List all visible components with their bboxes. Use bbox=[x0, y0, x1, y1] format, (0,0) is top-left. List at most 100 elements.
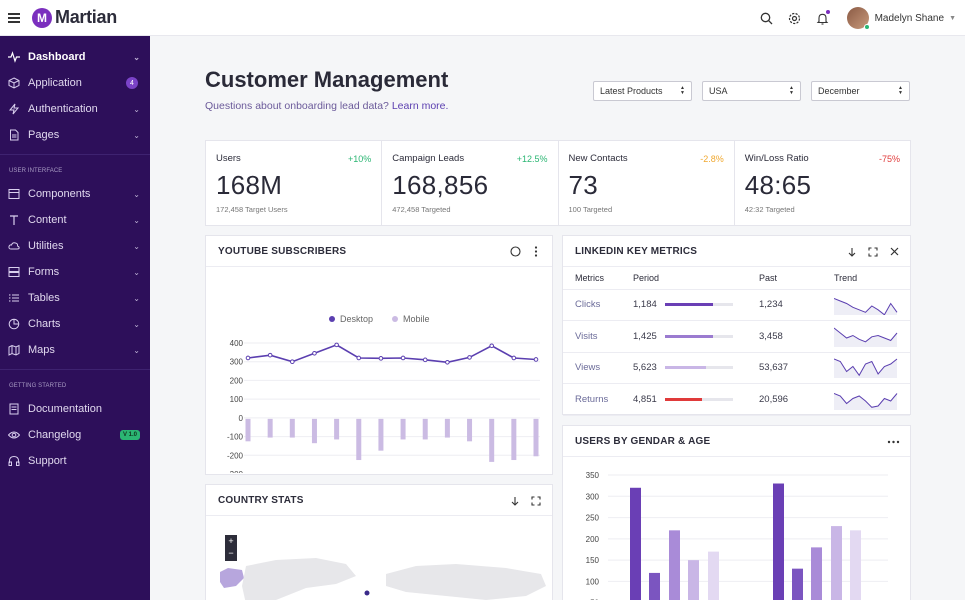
desktop-point bbox=[422, 357, 428, 363]
sidebar-item-label: Authentication bbox=[28, 103, 98, 115]
metric-trend bbox=[833, 383, 910, 416]
list-icon bbox=[8, 292, 20, 304]
expand-icon[interactable] bbox=[867, 246, 879, 258]
metrics-table: Metrics Period Past Trend Clicks 1,184 1,2… bbox=[563, 267, 910, 416]
stat-change: -2.8% bbox=[700, 154, 724, 164]
sparkline-line bbox=[833, 298, 898, 316]
sidebar-item-utilities[interactable]: Utilities ⌄ bbox=[0, 233, 150, 259]
column-header: Trend bbox=[834, 267, 910, 290]
table-row[interactable]: Visits 1,425 3,458 bbox=[563, 320, 910, 353]
bar bbox=[649, 572, 660, 600]
stat-label: New Contacts bbox=[568, 153, 628, 164]
metric-name: Views bbox=[563, 352, 633, 384]
document-icon bbox=[8, 403, 20, 415]
card-title: COUNTRY STATS bbox=[218, 494, 304, 506]
sidebar-item-label: Utilities bbox=[28, 240, 64, 252]
bell-icon[interactable] bbox=[809, 0, 837, 36]
mobile-bar bbox=[311, 418, 317, 444]
progress-track bbox=[665, 303, 733, 307]
more-vertical-icon[interactable] bbox=[530, 246, 542, 258]
sidebar-item-authentication[interactable]: Authentication ⌄ bbox=[0, 96, 150, 122]
stat-target: 42:32 Targeted bbox=[744, 205, 795, 214]
menu-icon[interactable] bbox=[8, 12, 20, 23]
sidebar-item-dashboard[interactable]: Dashboard ⌄ bbox=[0, 44, 150, 70]
progress-fill bbox=[665, 397, 703, 401]
app-name: Martian bbox=[55, 7, 117, 27]
metric-past: 20,596 bbox=[759, 383, 834, 416]
expand-icon[interactable] bbox=[530, 495, 542, 507]
table-row[interactable]: Views 5,623 53,637 bbox=[563, 352, 910, 384]
world-map bbox=[220, 558, 546, 600]
progress-track bbox=[665, 366, 733, 370]
desktop-point bbox=[290, 359, 295, 365]
chevron-down-icon: ⌄ bbox=[133, 189, 140, 199]
mobile-bar bbox=[400, 418, 406, 440]
avatar[interactable] bbox=[846, 7, 870, 30]
youtube-subscribers-card: YOUTUBE SUBSCRIBERS Desktop Mobile 400 30… bbox=[205, 235, 553, 488]
sidebar-item-label: Maps bbox=[28, 344, 55, 356]
headphones-icon bbox=[8, 455, 20, 467]
card-header: COUNTRY STATS bbox=[206, 485, 552, 516]
table-row[interactable]: Clicks 1,184 1,234 bbox=[563, 289, 910, 321]
notification-dot bbox=[825, 10, 830, 14]
bar bbox=[792, 568, 803, 600]
sidebar-item-maps[interactable]: Maps ⌄ bbox=[0, 337, 150, 363]
chevron-down-icon[interactable]: ▼ bbox=[949, 14, 956, 22]
learn-more-link[interactable]: Learn more. bbox=[391, 100, 449, 112]
y-tick-label: 100 bbox=[586, 577, 600, 586]
trend-sparkline bbox=[833, 392, 898, 410]
circle-icon[interactable] bbox=[509, 246, 521, 258]
user-name[interactable]: Madelyn Shane bbox=[874, 12, 945, 24]
sidebar-item-changelog[interactable]: Changelog V 1.0 bbox=[0, 422, 150, 448]
search-icon[interactable] bbox=[753, 0, 781, 36]
sidebar-item-pages[interactable]: Pages ⌄ bbox=[0, 122, 150, 148]
sidebar-item-components[interactable]: Components ⌄ bbox=[0, 181, 150, 207]
metric-past: 53,637 bbox=[759, 352, 834, 384]
y-tick-label: 250 bbox=[586, 514, 600, 523]
chevron-down-icon: ⌄ bbox=[133, 215, 140, 225]
arrow-down-icon[interactable] bbox=[509, 495, 521, 507]
sidebar-item-content[interactable]: Content ⌄ bbox=[0, 207, 150, 233]
sidebar-item-label: Content bbox=[28, 214, 67, 226]
sidebar-item-tables[interactable]: Tables ⌄ bbox=[0, 285, 150, 311]
section-heading: GETTING STARTED bbox=[9, 383, 67, 389]
metric-past: 1,234 bbox=[759, 289, 834, 321]
sidebar-item-charts[interactable]: Charts ⌄ bbox=[0, 311, 150, 337]
sort-arrows-icon: ▲ ▼ bbox=[789, 85, 794, 96]
country-stats-card: COUNTRY STATS + − bbox=[205, 484, 553, 600]
desktop-point bbox=[467, 355, 472, 360]
stat-card-new-contacts: New Contacts -2.8% 73 100 Targeted bbox=[559, 141, 735, 225]
stat-value: 168M bbox=[216, 170, 283, 200]
country-select[interactable]: USA ▲ ▼ bbox=[702, 81, 801, 101]
y-tick-label: -200 bbox=[227, 451, 244, 460]
month-select[interactable]: December ▲ ▼ bbox=[811, 81, 910, 101]
sidebar-item-label: Components bbox=[28, 188, 91, 200]
metric-period: 1,425 bbox=[633, 320, 665, 353]
legend-desktop: Desktop bbox=[340, 314, 373, 324]
stat-label: Campaign Leads bbox=[392, 153, 465, 164]
close-icon[interactable] bbox=[888, 246, 900, 258]
table-row[interactable]: Returns 4,851 20,596 bbox=[563, 383, 910, 416]
zoom-in-button[interactable]: + bbox=[228, 536, 234, 546]
sparkline-area bbox=[834, 327, 897, 347]
chevron-down-icon: ⌄ bbox=[133, 52, 140, 62]
sidebar-item-documentation[interactable]: Documentation bbox=[0, 396, 150, 422]
users-gender-age-card: USERS BY GENDAR & AGE 350 300 250 200 150 100… bbox=[562, 425, 911, 600]
bar bbox=[850, 530, 861, 600]
sidebar-item-application[interactable]: Application 4 bbox=[0, 70, 150, 96]
column-header-spacer bbox=[665, 267, 759, 290]
metric-progress bbox=[665, 383, 759, 416]
zoom-out-button[interactable]: − bbox=[228, 548, 234, 558]
more-horizontal-icon[interactable] bbox=[886, 436, 900, 448]
stat-card-campaign-leads: Campaign Leads +12.5% 168,856 472,458 Ta… bbox=[382, 141, 559, 225]
sidebar-item-forms[interactable]: Forms ⌄ bbox=[0, 259, 150, 285]
map-marker[interactable] bbox=[364, 590, 370, 596]
sidebar-item-support[interactable]: Support bbox=[0, 448, 150, 474]
card-header: LINKEDIN KEY METRICS bbox=[563, 236, 910, 267]
y-tick-label: 200 bbox=[230, 376, 244, 385]
arrow-down-icon[interactable] bbox=[846, 246, 858, 258]
y-tick-label: 100 bbox=[230, 395, 244, 404]
gear-icon[interactable] bbox=[781, 0, 809, 36]
product-select[interactable]: Latest Products ▲ ▼ bbox=[593, 81, 692, 101]
sidebar: Dashboard ⌄ Application 4 Authentication… bbox=[0, 36, 150, 600]
